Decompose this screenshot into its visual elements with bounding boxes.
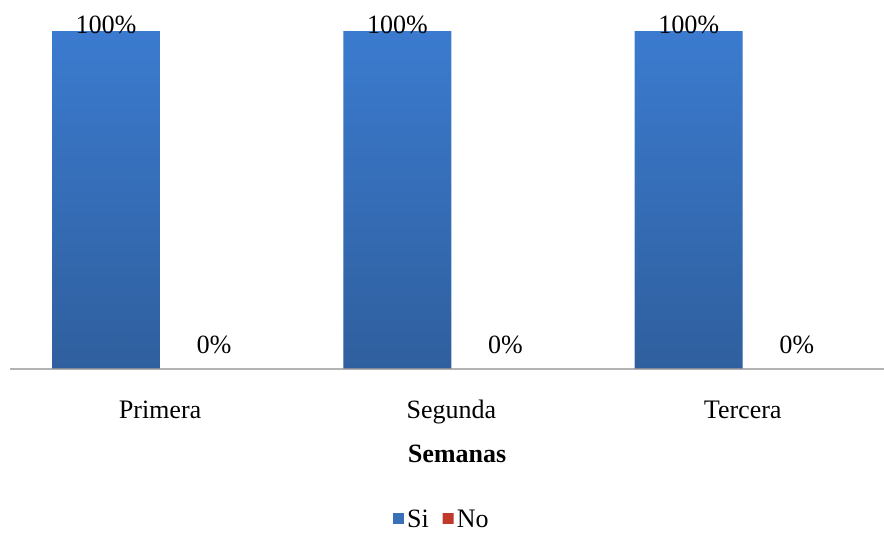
legend-label-no: No — [457, 504, 489, 533]
data-label-no-primera: 0% — [197, 330, 232, 359]
data-label-no-tercera: 0% — [779, 330, 814, 359]
bar-si-segunda — [343, 31, 452, 369]
x-tick-label-segunda: Segunda — [407, 395, 497, 424]
x-axis-title: Semanas — [408, 439, 506, 468]
data-label-si-segunda: 100% — [367, 10, 428, 39]
labels-group: 100% 0% Primera 100% 0% Segunda 100% 0% Tercera — [76, 10, 814, 424]
bar-si-primera — [52, 31, 160, 369]
legend-swatch-si — [393, 513, 404, 524]
data-label-no-segunda: 0% — [488, 330, 523, 359]
x-tick-label-primera: Primera — [119, 395, 202, 424]
bars-group — [52, 31, 743, 369]
legend-label-si: Si — [407, 504, 429, 533]
legend-swatch-no — [442, 513, 454, 524]
data-label-si-tercera: 100% — [658, 10, 719, 39]
data-label-si-primera: 100% — [76, 10, 137, 39]
bar-si-tercera — [634, 31, 743, 369]
x-tick-label-tercera: Tercera — [704, 395, 782, 424]
legend: Si No — [393, 504, 488, 533]
